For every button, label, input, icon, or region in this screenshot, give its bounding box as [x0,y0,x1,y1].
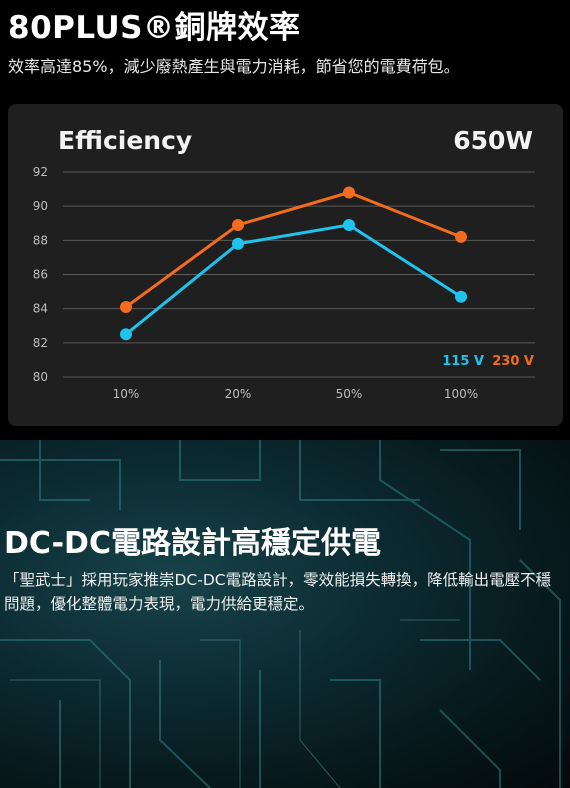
y-tick-label: 88 [33,233,48,247]
section2-title: DC-DC電路設計高穩定供電 [4,526,381,561]
data-point [455,230,467,243]
circuit-background [0,440,561,788]
series-line [125,191,462,309]
x-tick-label: 100% [444,387,478,401]
legend-230v: 230 V [492,354,534,369]
page-subtitle: 效率高達85%，減少廢熱產生與電力消耗，節省您的電費荷包。 [8,57,460,76]
y-tick-label: 92 [33,165,48,179]
wattage-label: 650W [453,126,533,155]
data-point [232,218,244,231]
efficiency-section: 80PLUS®銅牌效率 效率高達85%，減少廢熱產生與電力消耗，節省您的電費荷包… [8,10,563,426]
legend-115v: 115 V [442,354,484,369]
y-tick-label: 80 [33,370,48,384]
y-tick-label: 84 [33,302,48,316]
chart-title: Efficiency [58,126,193,155]
y-tick-label: 82 [33,336,48,350]
data-point [343,186,355,199]
series-line [125,223,462,336]
x-tick-label: 50% [336,387,363,401]
y-tick-label: 86 [33,268,48,282]
data-point [232,237,244,250]
data-point [120,328,132,341]
efficiency-chart-card: Efficiency 650W 80 82 84 86 88 90 92 10% 20% 50% 1… [8,104,563,426]
efficiency-line-chart: 80 82 84 86 88 90 92 10% 20% 50% 100% 115 V 230 V [33,165,535,401]
dc-dc-section: DC-DC電路設計高穩定供電 「聖武士」採用玩家推崇DC-DC電路設計，零效能損… [0,440,570,788]
x-tick-label: 10% [113,387,140,401]
data-point [343,218,355,231]
y-tick-label: 90 [33,199,48,213]
data-point [455,290,467,303]
data-point [120,300,132,313]
page-title: 80PLUS®銅牌效率 [8,10,301,46]
section2-body: 「聖武士」採用玩家推崇DC-DC電路設計，零效能損失轉換，降低輸出電壓不穩問題，… [4,571,552,613]
x-tick-label: 20% [225,387,252,401]
